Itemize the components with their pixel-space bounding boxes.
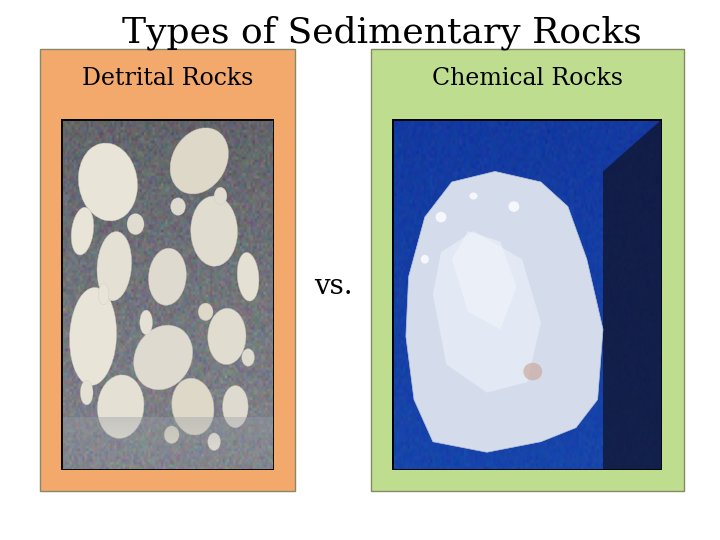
Text: Detrital Rocks: Detrital Rocks [81, 67, 253, 90]
Text: Chemical Rocks: Chemical Rocks [432, 67, 623, 90]
FancyBboxPatch shape [371, 49, 684, 491]
Text: Types of Sedimentary Rocks: Types of Sedimentary Rocks [122, 15, 642, 50]
Text: vs.: vs. [314, 273, 353, 300]
FancyBboxPatch shape [40, 49, 295, 491]
